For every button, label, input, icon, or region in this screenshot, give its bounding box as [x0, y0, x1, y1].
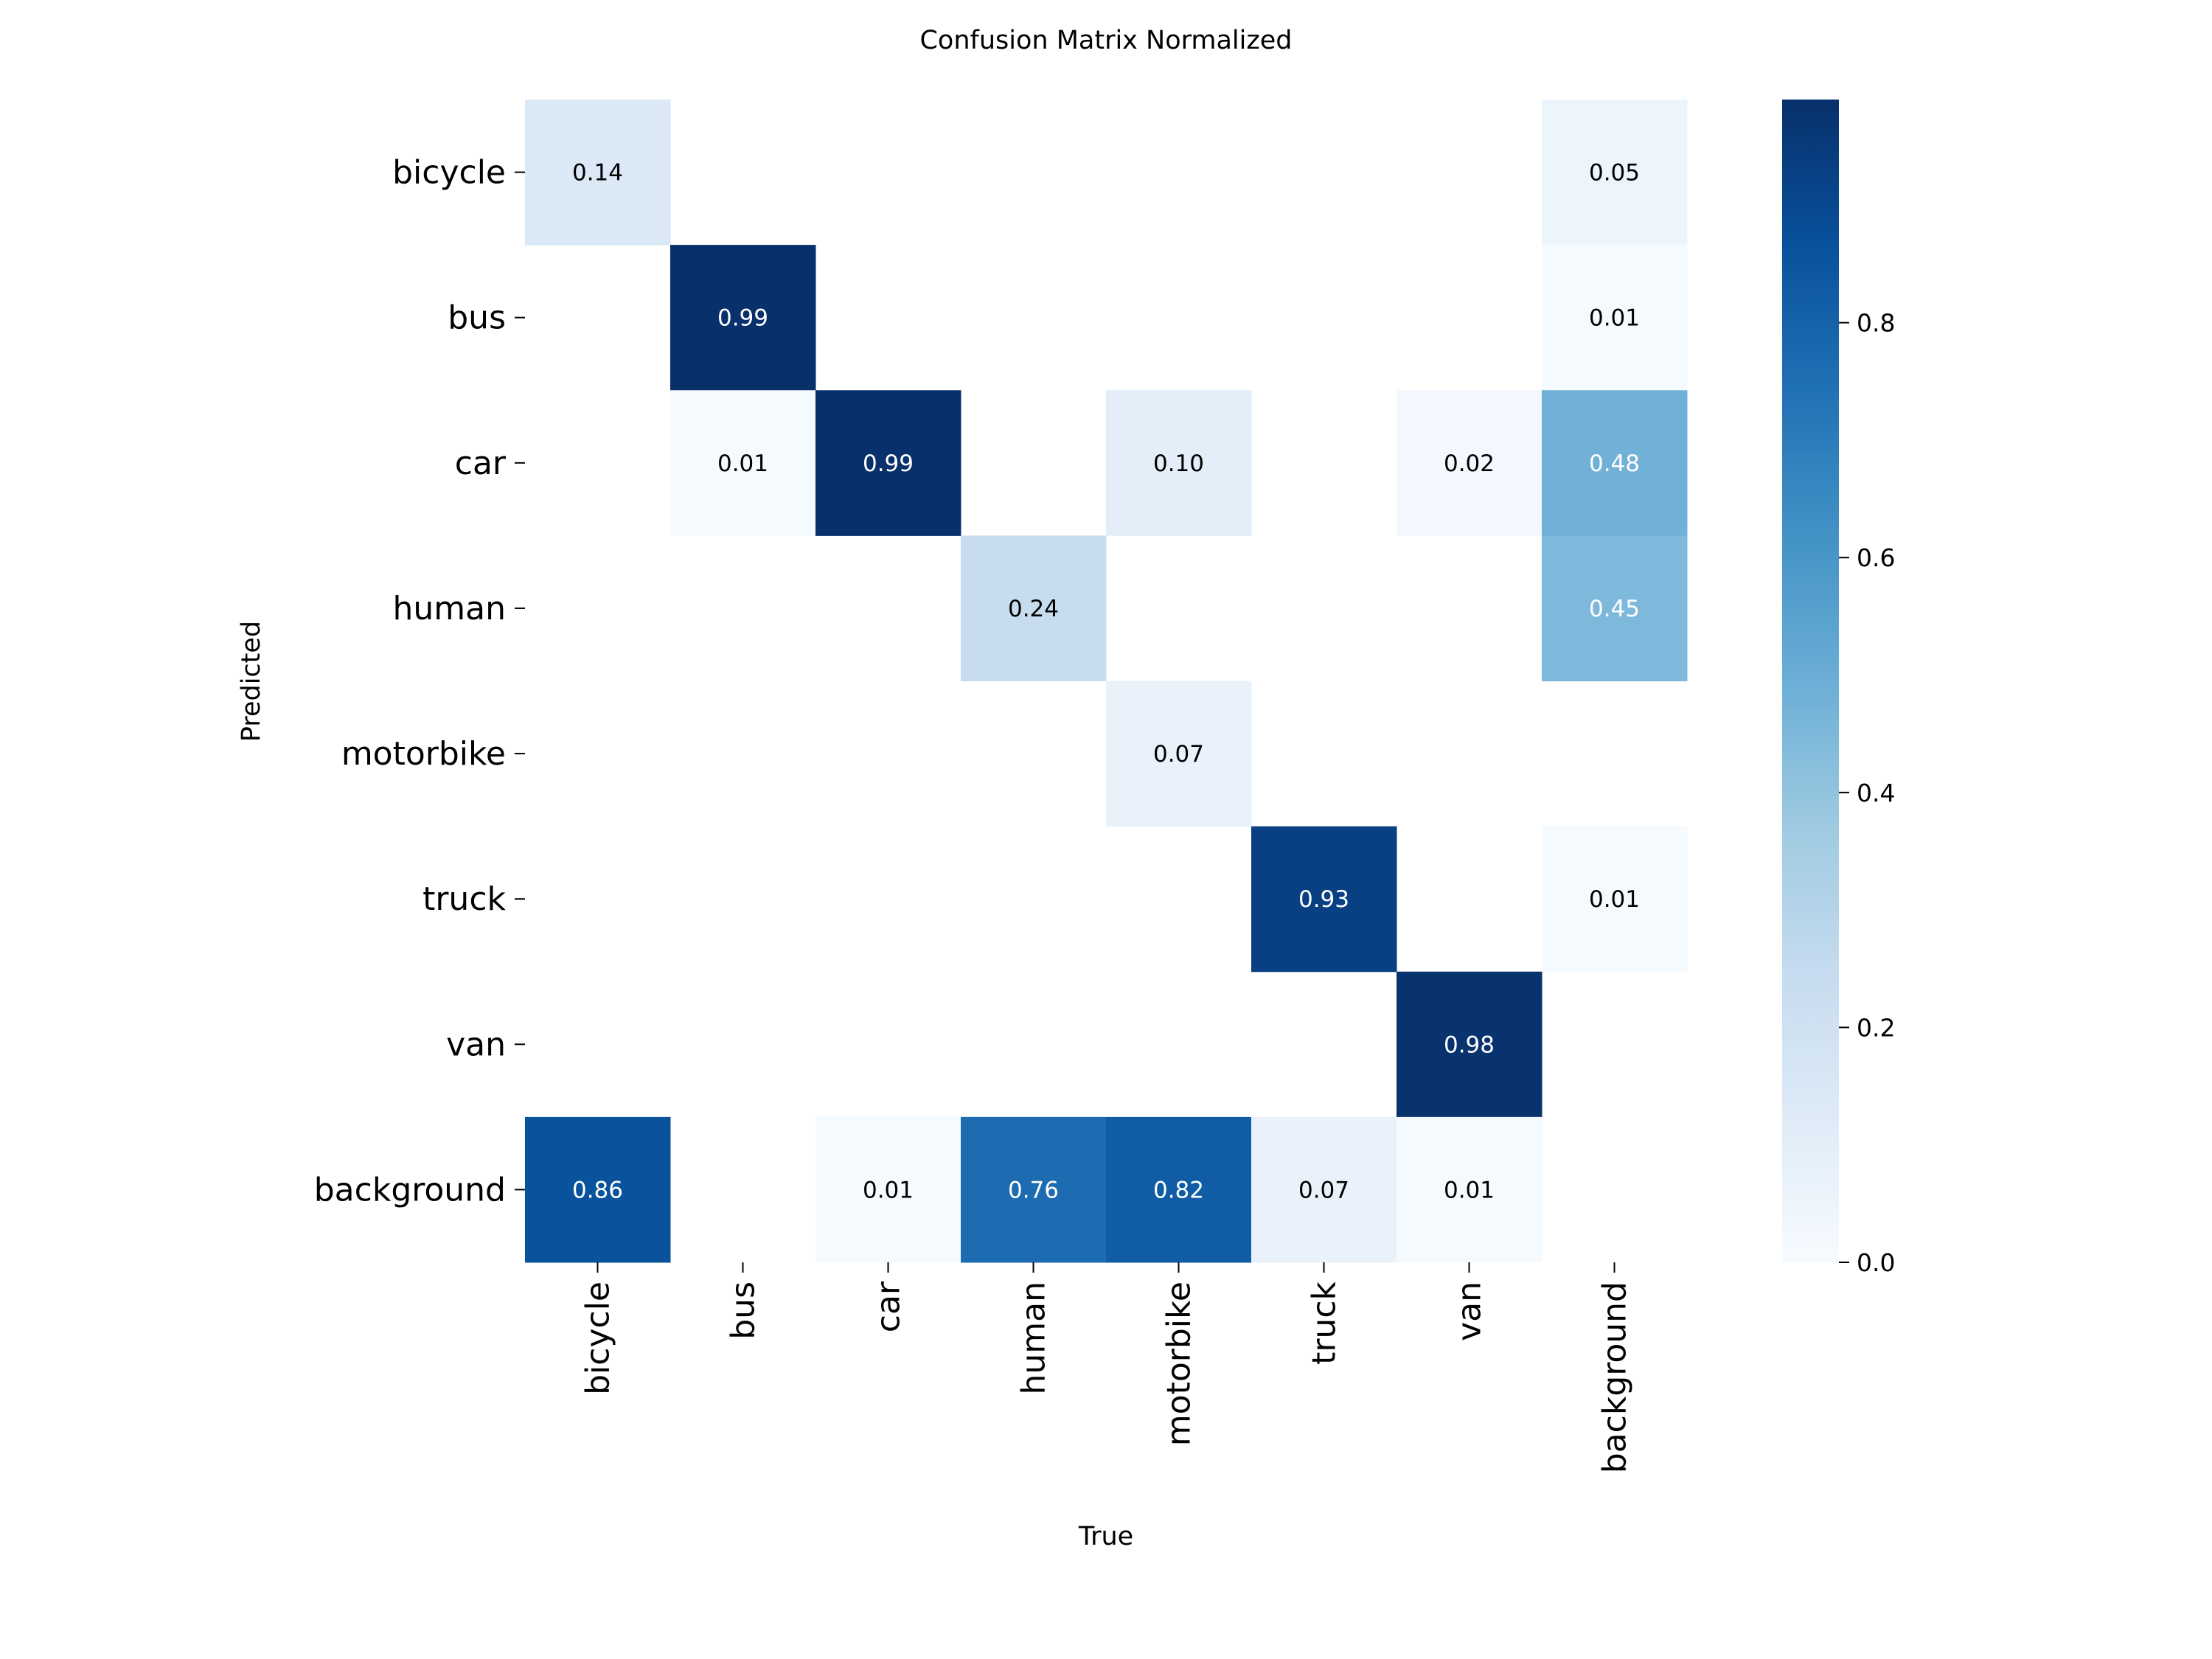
x-tick-label: bus — [725, 1281, 762, 1340]
cell-value-label: 0.93 — [1298, 886, 1349, 913]
heatmap-cell — [1397, 1116, 1543, 1263]
y-tick-label: truck — [422, 880, 506, 918]
heatmap-cell — [1106, 1116, 1252, 1263]
heatmap-cell — [1542, 100, 1688, 246]
heatmap-cell — [670, 245, 816, 391]
y-tick-label: car — [455, 445, 507, 482]
cell-value-label: 0.86 — [572, 1177, 623, 1203]
cell-value-label: 0.07 — [1153, 741, 1204, 768]
cell-value-label: 0.82 — [1153, 1177, 1204, 1203]
colorbar-tick-label: 0.2 — [1857, 1013, 1895, 1042]
cell-value-label: 0.99 — [717, 305, 768, 332]
y-tick-label: van — [446, 1026, 506, 1063]
heatmap-cell — [1397, 390, 1543, 536]
heatmap-cell — [1106, 681, 1252, 827]
heatmap-cell — [1397, 971, 1543, 1118]
cell-value-label: 0.01 — [863, 1177, 914, 1203]
x-tick-label: background — [1596, 1281, 1634, 1473]
x-tick-label: truck — [1306, 1281, 1343, 1364]
colorbar-tick-label: 0.0 — [1857, 1248, 1895, 1277]
y-axis-label: Predicted — [237, 621, 266, 742]
heatmap-cell — [1106, 390, 1252, 536]
cell-value-label: 0.45 — [1589, 596, 1640, 622]
cell-value-label: 0.01 — [1589, 305, 1640, 332]
y-tick-label: bus — [448, 299, 506, 337]
x-tick-label: motorbike — [1161, 1281, 1198, 1446]
x-axis: bicycle bus car human motorbike truck van backg… — [580, 1262, 1634, 1473]
y-tick-label: background — [314, 1171, 506, 1208]
cell-value-label: 0.24 — [1008, 596, 1059, 622]
heatmap-cell — [1542, 245, 1688, 391]
y-tick-label: bicycle — [392, 154, 506, 192]
cell-value-label: 0.07 — [1298, 1177, 1349, 1203]
x-tick-label: human — [1015, 1281, 1053, 1394]
heatmap-cell — [1251, 1116, 1397, 1263]
colorbar-tick-label: 0.8 — [1857, 309, 1895, 338]
y-tick-label: motorbike — [341, 735, 506, 773]
heatmap-cell — [815, 1116, 961, 1263]
cell-value-label: 0.14 — [572, 160, 623, 187]
heatmap-cell — [815, 390, 961, 536]
colorbar-ticks: 0.0 0.2 0.4 0.6 0.8 — [1839, 309, 1895, 1277]
cell-value-label: 0.10 — [1153, 451, 1204, 477]
x-tick-label: van — [1451, 1281, 1489, 1341]
cell-value-label: 0.98 — [1444, 1032, 1495, 1058]
heatmap-cell — [961, 1116, 1107, 1263]
cell-value-label: 0.01 — [1589, 886, 1640, 913]
heatmap-cell — [1542, 535, 1688, 681]
heatmap-cell — [961, 535, 1107, 681]
cell-value-label: 0.01 — [717, 451, 768, 477]
colorbar — [1782, 100, 1839, 1262]
cell-value-label: 0.76 — [1008, 1177, 1059, 1203]
y-axis: bicycle bus car human motorbike truck van backg… — [314, 154, 525, 1208]
heatmap-cell — [1251, 826, 1397, 973]
cell-value-label: 0.48 — [1589, 451, 1640, 477]
heatmap-cells: 0.14 0.05 0.99 0.01 0.01 0.99 0.10 0.02 0.48 0.24… — [525, 100, 1688, 1263]
colorbar-tick-label: 0.6 — [1857, 543, 1895, 572]
heatmap-cell — [525, 100, 671, 246]
heatmap-cell — [1542, 390, 1688, 536]
y-tick-label: human — [393, 590, 506, 627]
chart-title: Confusion Matrix Normalized — [919, 26, 1292, 55]
heatmap-cell — [1542, 826, 1688, 973]
cell-value-label: 0.02 — [1444, 451, 1495, 477]
colorbar-tick-label: 0.4 — [1857, 779, 1895, 807]
x-axis-label: True — [1078, 1522, 1133, 1551]
heatmap-cell — [525, 1116, 671, 1263]
cell-value-label: 0.01 — [1444, 1177, 1495, 1203]
x-tick-label: car — [870, 1281, 908, 1332]
cell-value-label: 0.99 — [863, 451, 914, 477]
heatmap-cell — [670, 390, 816, 536]
x-tick-label: bicycle — [580, 1281, 617, 1395]
cell-value-label: 0.05 — [1589, 160, 1640, 187]
